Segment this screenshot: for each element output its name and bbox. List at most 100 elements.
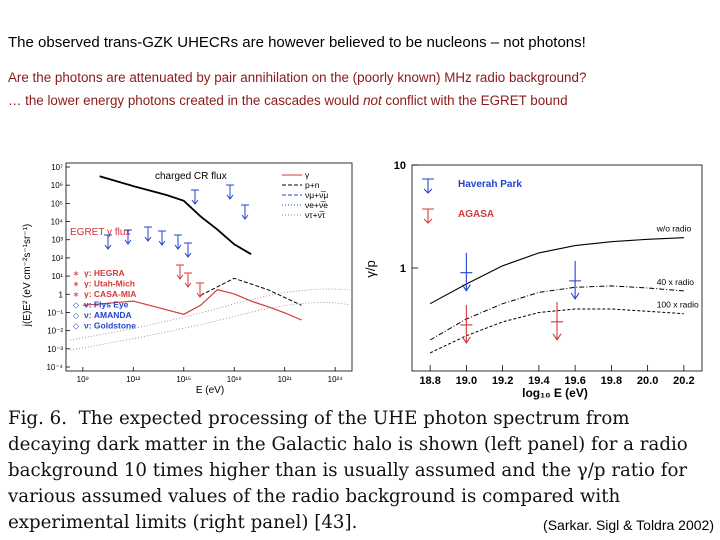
left-xtick-label: 10²¹: [278, 375, 293, 384]
left-series-line: [99, 175, 252, 255]
upper-limit-arrow: [176, 264, 184, 280]
left-legend-marker: ∗: [73, 269, 80, 278]
left-xtick-label: 10²⁴: [328, 375, 344, 384]
left-legend-lines: γp+nνμ+ν̅μνe+ν̅eντ+ν̅τ: [282, 170, 328, 220]
right-xlabel: log₁₀ E (eV): [522, 386, 588, 400]
left-legend-marker-label: γ: HEGRA: [84, 268, 125, 278]
right-legend-symbol: [422, 208, 434, 224]
left-xtick-label: 10¹⁸: [227, 375, 242, 384]
right-xtick-label: 19.6: [564, 375, 585, 387]
left-ytick-label: 1: [59, 290, 64, 299]
slide-title: The observed trans-GZK UHECRs are howeve…: [8, 34, 586, 51]
left-legend-line-label: p+n: [305, 180, 320, 190]
annot-charged-cr: charged CR flux: [155, 171, 227, 182]
left-legend-marker: ◇: [73, 311, 80, 320]
caption-figure-number: Fig. 6.: [8, 408, 67, 429]
right-series-line: [429, 237, 684, 305]
right-curve-label: w/o radio: [656, 224, 692, 234]
right-limits: [460, 252, 582, 344]
right-xtick-label: 19.4: [528, 375, 550, 387]
right-legend: Haverah Park AGASA: [422, 178, 522, 224]
right-legend-label: AGASA: [458, 209, 494, 220]
left-ytick-label: 10¹: [51, 272, 63, 281]
left-ytick-label: 10⁵: [51, 199, 63, 208]
left-xtick-label: 10¹²: [126, 375, 141, 384]
upper-limit-arrow: [241, 204, 249, 220]
right-xtick-label: 18.8: [419, 375, 440, 387]
right-legend-symbol: [422, 178, 434, 194]
right-legend-label: Haverah Park: [458, 179, 522, 190]
right-series-line: [429, 285, 684, 341]
right-xticks: 18.8 19.0 19.2 19.4 19.6 19.8 20.0 20.2: [419, 365, 695, 387]
upper-limit-arrow: [174, 234, 182, 250]
left-yticks: 10⁷ 10⁶ 10⁵ 10⁴ 10³ 10² 10¹ 1 10⁻¹ 10⁻² 10⁻³ 10⁻⁴: [46, 163, 70, 372]
right-xtick-label: 19.8: [601, 375, 622, 387]
left-ytick-label: 10⁻⁴: [46, 363, 63, 372]
upper-limit-arrow: [144, 226, 152, 242]
slide-subtitle-2: … the lower energy photons created in th…: [8, 93, 568, 108]
subtitle-2-pre: … the lower energy photons created in th…: [8, 93, 364, 108]
left-plot-frame: [65, 162, 353, 372]
left-curves: [69, 175, 351, 351]
left-legend-line-label: νμ+ν̅μ: [305, 190, 328, 200]
right-ytick-label: 1: [400, 263, 406, 275]
figure-6: 10⁷ 10⁶ 10⁵ 10⁴ 10³ 10² 10¹ 1 10⁻¹ 10⁻² 10⁻³ 10⁻⁴ 1…: [22, 160, 703, 400]
left-legend-marker: ∗: [73, 290, 80, 299]
left-ytick-label: 10⁻³: [47, 345, 63, 354]
right-limit-arrow: [460, 304, 473, 344]
right-curve-label: 40 x radio: [657, 277, 695, 287]
upper-limit-arrow: [104, 234, 112, 250]
caption-text: The expected processing of the UHE photo…: [8, 408, 688, 533]
left-legend-marker-label: ν: Goldstone: [84, 321, 136, 331]
right-series-line: [429, 308, 684, 354]
left-legend-marker-label: ν: AMANDA: [84, 310, 132, 320]
upper-limit-arrow: [184, 272, 192, 288]
right-limit-arrow: [460, 252, 473, 292]
left-xtick-label: 10¹⁵: [176, 375, 191, 384]
left-series-line: [82, 289, 302, 321]
neutrino-curve: [69, 302, 351, 351]
left-legend-marker: ◇: [73, 322, 80, 331]
left-legend-marker: ◇: [73, 301, 80, 310]
left-legend-line-label: νe+ν̅e: [305, 200, 328, 210]
upper-limit-arrow: [124, 229, 132, 245]
left-ytick-label: 10⁷: [51, 163, 63, 172]
left-ytick-label: 10⁻²: [47, 327, 63, 336]
left-legend-marker-label: γ: CASA-MIA: [84, 289, 136, 299]
upper-limit-arrow: [184, 242, 192, 258]
left-legend-line-label: ντ+ν̅τ: [305, 210, 326, 220]
upper-limit-arrow: [191, 189, 199, 205]
right-xtick-label: 20.0: [637, 375, 658, 387]
left-xtick-label: 10⁹: [77, 375, 89, 384]
right-xtick-label: 20.2: [673, 375, 694, 387]
upper-limit-arrow: [226, 184, 234, 200]
left-ylabel: j(E)E² (eV cm⁻²s⁻¹sr⁻¹): [22, 224, 33, 328]
left-xlabel: E (eV): [196, 385, 224, 396]
left-ytick-label: 10⁴: [51, 218, 64, 227]
upper-limit-arrow: [158, 230, 166, 246]
citation-credit: (Sarkar. Sigl & Toldra 2002): [543, 517, 714, 533]
left-ytick-label: 10³: [51, 236, 63, 245]
slide-subtitle-1: Are the photons are attenuated by pair a…: [8, 70, 587, 85]
annot-egret: EGRET γ flux: [70, 227, 130, 238]
right-ylabel: γ/p: [363, 260, 378, 277]
left-xticks: 10⁹ 10¹² 10¹⁵ 10¹⁸ 10²¹ 10²⁴: [77, 367, 344, 384]
right-xtick-label: 19.0: [456, 375, 477, 387]
right-yticks: 10 1: [394, 160, 418, 275]
right-panel: 10 1 18.8 19.0 19.2 19.4 19.6 19.8 20.0 20.2 γ/p…: [363, 160, 703, 400]
left-ytick-label: 10⁻¹: [47, 308, 63, 317]
right-limit-arrow: [569, 260, 582, 300]
left-ytick-label: 10⁶: [51, 181, 63, 190]
left-upper-limit-arrows: [104, 184, 249, 298]
subtitle-2-post: conflict with the EGRET bound: [381, 93, 568, 108]
upper-limit-arrow: [196, 282, 204, 298]
left-legend-marker: ∗: [73, 280, 80, 289]
subtitle-2-emphasis: not: [363, 93, 382, 108]
left-legend-marker-label: γ: Utah-Mich: [84, 279, 135, 289]
left-legend-line-label: γ: [305, 170, 310, 180]
right-ytick-label: 10: [394, 160, 406, 172]
right-xtick-label: 19.2: [492, 375, 513, 387]
neutrino-curve: [69, 288, 351, 341]
right-limit-arrow: [551, 301, 563, 341]
left-panel: 10⁷ 10⁶ 10⁵ 10⁴ 10³ 10² 10¹ 1 10⁻¹ 10⁻² 10⁻³ 10⁻⁴ 1…: [22, 162, 353, 396]
